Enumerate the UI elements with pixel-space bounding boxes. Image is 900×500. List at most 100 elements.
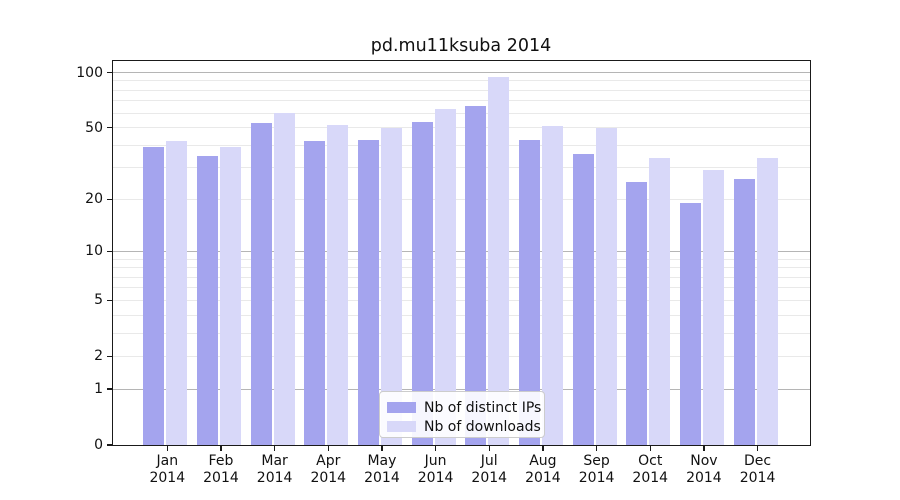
x-tick-year-dec: 2014	[739, 470, 776, 486]
gridline-minor-20	[113, 198, 810, 200]
y-tick-100	[107, 71, 113, 74]
gridline-minor-60	[113, 112, 810, 114]
x-tick-jul	[488, 446, 490, 451]
x-tick-year-mar: 2014	[256, 470, 293, 486]
bar-mar-distinct-ips	[250, 123, 272, 445]
gridline-minor-40	[113, 144, 810, 146]
bar-dec-distinct-ips	[733, 178, 755, 445]
gridline-minor-6	[113, 287, 810, 289]
x-tick-year-apr: 2014	[310, 470, 347, 486]
x-tick-year-aug: 2014	[525, 470, 561, 486]
y-tick-label-5: 5	[94, 292, 103, 309]
y-tick-50	[107, 127, 113, 129]
x-tick-year-oct: 2014	[632, 470, 669, 486]
bar-sep-distinct-ips	[572, 153, 594, 445]
x-tick-month-apr: Apr	[316, 453, 341, 469]
gridline-minor-9	[113, 258, 810, 260]
x-tick-jan	[166, 446, 168, 451]
y-tick-2	[107, 355, 113, 357]
bar-apr-downloads	[327, 124, 349, 445]
gridline-minor-50	[113, 127, 810, 129]
bar-jan-downloads	[166, 141, 188, 445]
y-tick-1	[107, 388, 113, 390]
gridline-major-10	[113, 250, 810, 252]
x-tick-oct	[649, 446, 651, 451]
x-tick-label-feb: Feb 2014	[193, 453, 249, 487]
bar-may-downloads	[380, 127, 402, 445]
bar-jul-distinct-ips	[465, 105, 487, 445]
legend-swatch-downloads	[387, 421, 416, 432]
bar-sep-downloads	[595, 127, 617, 445]
bar-aug-downloads	[541, 126, 563, 445]
x-tick-year-jan: 2014	[149, 470, 186, 486]
x-tick-nov	[703, 446, 705, 451]
legend-swatch-distinct-ips	[387, 402, 416, 413]
legend-label-downloads: Nb of downloads	[424, 418, 541, 435]
y-tick-20	[107, 198, 113, 200]
x-tick-month-jan: Jan	[156, 453, 179, 469]
gridline-minor-80	[113, 89, 810, 91]
chart-title: pd.mu11ksuba 2014	[370, 36, 552, 56]
gridline-minor-4	[113, 314, 810, 316]
bar-nov-distinct-ips	[679, 203, 701, 445]
x-tick-may	[381, 446, 383, 451]
x-tick-label-mar: Mar 2014	[247, 453, 303, 487]
gridline-minor-70	[113, 100, 810, 102]
legend-item-distinct-ips: Nb of distinct IPs	[387, 398, 541, 417]
x-tick-label-sep: Sep 2014	[569, 453, 625, 487]
y-tick-label-50: 50	[85, 119, 103, 136]
bar-mar-downloads	[273, 113, 295, 445]
y-tick-label-1: 1	[94, 381, 103, 398]
x-tick-month-oct: Oct	[638, 453, 663, 469]
x-tick-month-aug: Aug	[529, 453, 557, 469]
x-tick-dec	[756, 446, 759, 451]
x-tick-apr	[327, 446, 329, 451]
bar-may-distinct-ips	[357, 139, 379, 445]
y-tick-label-2: 2	[94, 348, 103, 365]
bar-nov-downloads	[702, 170, 724, 445]
gridline-major-1	[113, 388, 810, 390]
legend-item-downloads: Nb of downloads	[387, 417, 541, 436]
x-tick-label-jan: Jan 2014	[139, 453, 195, 487]
gridline-minor-8	[113, 267, 810, 269]
bar-oct-downloads	[649, 158, 671, 445]
gridline-minor-3	[113, 332, 810, 334]
x-tick-label-may: May 2014	[354, 453, 410, 487]
x-tick-label-dec: Dec 2014	[730, 453, 786, 487]
gridline-major-100	[113, 72, 810, 73]
x-tick-month-jul: Jul	[480, 453, 498, 469]
x-tick-feb	[220, 446, 222, 451]
bar-feb-downloads	[219, 147, 241, 445]
x-tick-month-sep: Sep	[583, 453, 610, 469]
y-tick-label-10: 10	[85, 243, 103, 260]
bar-apr-distinct-ips	[304, 141, 326, 445]
bar-jan-distinct-ips	[143, 147, 165, 445]
legend: Nb of distinct IPs Nb of downloads	[379, 391, 545, 438]
y-tick-label-100: 100	[76, 64, 103, 81]
y-tick-0	[107, 444, 113, 446]
x-tick-month-feb: Feb	[208, 453, 234, 469]
bar-jul-downloads	[488, 77, 510, 445]
x-tick-year-sep: 2014	[578, 470, 615, 486]
x-tick-year-jun: 2014	[417, 470, 454, 486]
gridline-minor-5	[113, 299, 810, 301]
x-tick-year-nov: 2014	[686, 470, 722, 486]
bar-jun-downloads	[434, 109, 456, 445]
x-tick-label-aug: Aug 2014	[515, 453, 571, 487]
x-tick-month-mar: Mar	[261, 453, 288, 469]
x-tick-jun	[434, 446, 437, 451]
x-tick-month-may: May	[367, 453, 397, 469]
gridline-minor-30	[113, 167, 810, 169]
x-tick-aug	[542, 446, 544, 451]
y-tick-label-0: 0	[94, 437, 103, 453]
x-tick-year-feb: 2014	[203, 470, 239, 486]
x-tick-mar	[273, 446, 276, 451]
x-tick-sep	[595, 446, 598, 451]
x-tick-label-jul: Jul 2014	[461, 453, 517, 487]
gridline-minor-2	[113, 355, 810, 357]
x-tick-month-jun: Jun	[424, 453, 447, 469]
x-tick-label-apr: Apr 2014	[300, 453, 356, 487]
y-tick-10	[107, 250, 113, 253]
x-tick-label-nov: Nov 2014	[676, 453, 732, 487]
